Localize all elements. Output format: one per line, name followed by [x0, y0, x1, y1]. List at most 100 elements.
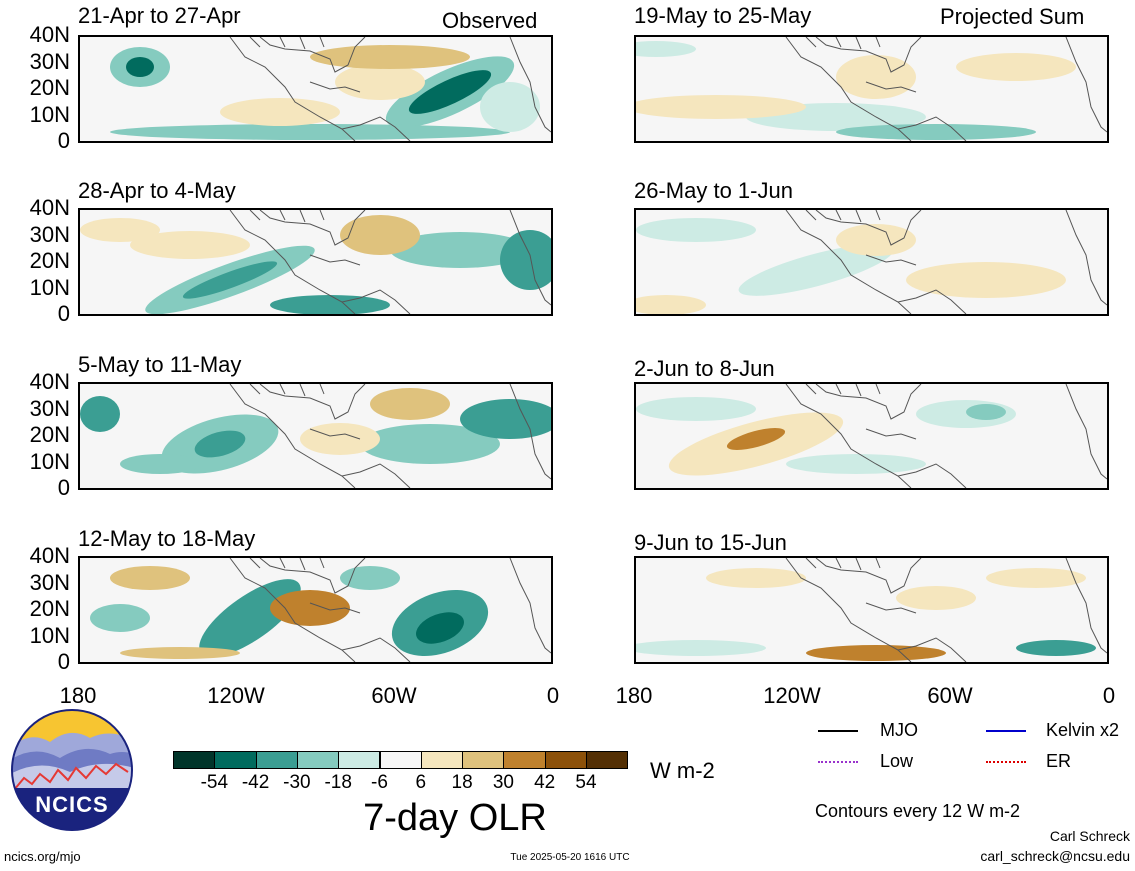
- panel-title-left-1: 21-Apr to 27-Apr: [78, 3, 241, 28]
- colorbar-swatch: [420, 751, 464, 769]
- coastline: [865, 81, 917, 93]
- anomaly-region: [110, 566, 190, 590]
- colorbar-swatch: [338, 751, 381, 769]
- coastline: [805, 37, 881, 50]
- anomaly-region: [636, 640, 766, 656]
- colorbar-label: 42: [534, 772, 556, 793]
- x-tick-left-0: 0: [546, 683, 560, 708]
- anomaly-region: [636, 218, 756, 242]
- anomaly-region: [120, 647, 240, 659]
- anomaly-region: [460, 399, 551, 439]
- coastline: [259, 37, 366, 73]
- x-tick-left-60w: 60W: [371, 683, 417, 708]
- coastline: [785, 210, 912, 314]
- colorbar-label: -18: [324, 772, 352, 793]
- coastline: [805, 558, 881, 571]
- colorbar-swatch: [214, 751, 257, 769]
- y-tick-label: 40N: [29, 22, 70, 47]
- coastline: [815, 37, 922, 73]
- coastline: [341, 289, 411, 314]
- coastline: [249, 558, 325, 571]
- map-canvas: [636, 558, 1107, 662]
- colorbar-unit: W m-2: [650, 758, 715, 783]
- anomaly-region: [340, 215, 420, 255]
- coastline: [309, 81, 361, 93]
- colorbar-label: 54: [575, 772, 597, 793]
- anomaly-region: [726, 428, 786, 450]
- legend-line-low: [818, 761, 858, 763]
- coastline: [785, 384, 912, 488]
- y-tick-label: 10N: [29, 101, 70, 127]
- coastline: [259, 210, 366, 246]
- anomaly-region: [270, 295, 390, 314]
- map-panel-right-2: [634, 208, 1109, 316]
- anomaly-region: [636, 397, 756, 421]
- panel-title-right-2: 26-May to 1-Jun: [634, 178, 793, 203]
- x-tick-left-120w: 120W: [207, 683, 265, 708]
- map-panel-left-4: [78, 556, 553, 664]
- legend-line-er: [986, 761, 1026, 763]
- contour-note: Contours every 12 W m-2: [815, 801, 1021, 821]
- coastline: [897, 463, 967, 488]
- coastline: [509, 384, 551, 480]
- anomaly-region: [738, 244, 894, 296]
- anomaly-region: [408, 70, 492, 114]
- map-canvas: [80, 37, 551, 141]
- map-panel-left-3: [78, 382, 553, 490]
- panel-title-left-4: 12-May to 18-May: [78, 526, 256, 551]
- anomaly-region: [300, 423, 380, 455]
- anomaly-region: [126, 57, 154, 77]
- panel-title-right-3: 2-Jun to 8-Jun: [634, 356, 775, 381]
- coastline: [1065, 210, 1107, 306]
- coastline: [1065, 37, 1107, 133]
- coastline: [865, 254, 917, 266]
- y-tick-label: 20N: [29, 75, 70, 100]
- coastline: [309, 254, 361, 266]
- map-canvas: [636, 384, 1107, 488]
- coastline: [865, 428, 917, 440]
- observed-label: Observed: [442, 8, 538, 33]
- anomaly-region: [836, 124, 1036, 140]
- panel-title-left-2: 28-Apr to 4-May: [78, 178, 236, 203]
- anomaly-region: [120, 454, 200, 474]
- colorbar-swatch: [173, 751, 216, 769]
- coastline: [897, 637, 967, 662]
- y-tick-label: 0: [57, 128, 70, 153]
- y-tick-label: 40N: [29, 369, 70, 394]
- anomaly-region: [370, 388, 450, 420]
- colorbar-label: -54: [200, 772, 229, 793]
- colorbar-label: 18: [451, 772, 473, 793]
- x-tick-left-180: 180: [59, 683, 97, 708]
- colorbar-label: -42: [241, 772, 270, 793]
- coastline: [1065, 558, 1107, 654]
- x-tick-right-180: 180: [615, 683, 653, 708]
- panel-title-right-1: 19-May to 25-May: [634, 3, 812, 28]
- y-tick-label: 30N: [29, 395, 70, 421]
- coastline: [1065, 384, 1107, 480]
- anomaly-region: [335, 64, 425, 100]
- colorbar-swatch: [462, 751, 505, 769]
- coastline: [805, 384, 881, 397]
- map-canvas: [80, 558, 551, 662]
- footer-email[interactable]: carl_schreck@ncsu.edu: [980, 848, 1130, 864]
- colorbar-label: -6: [371, 772, 388, 793]
- anomaly-region: [706, 568, 806, 588]
- coastline: [259, 558, 366, 594]
- legend-label-kelvin: Kelvin x2: [1046, 720, 1120, 740]
- colorbar-swatch: [379, 751, 422, 769]
- anomaly-region: [1016, 640, 1096, 656]
- coastline: [785, 558, 912, 662]
- anomaly-region: [416, 612, 464, 644]
- anomaly-region: [636, 95, 806, 119]
- anomaly-region: [896, 586, 976, 610]
- colorbar-swatch: [503, 751, 546, 769]
- anomaly-region: [194, 430, 246, 458]
- anomaly-region: [906, 262, 1066, 298]
- map-panel-left-1: [78, 35, 553, 143]
- coastline: [805, 210, 881, 223]
- panel-title-left-3: 5-May to 11-May: [78, 352, 242, 377]
- y-tick-label: 0: [57, 301, 70, 326]
- footer-url[interactable]: ncics.org/mjo: [4, 849, 81, 864]
- map-canvas: [80, 384, 551, 488]
- anomaly-region: [130, 231, 250, 259]
